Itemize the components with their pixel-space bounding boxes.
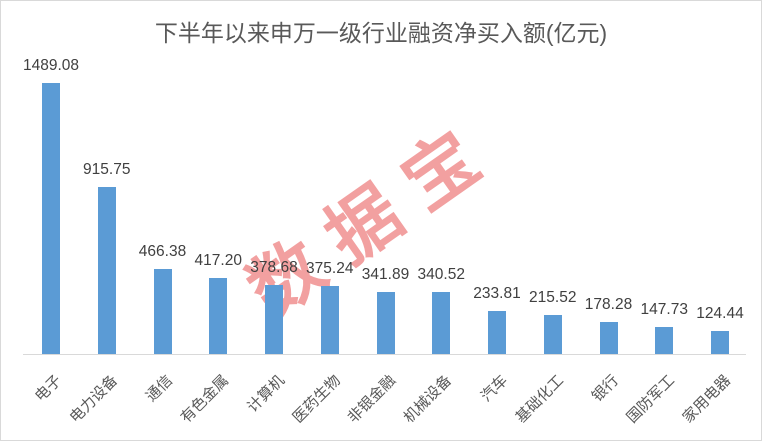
bar-value-label: 915.75 — [83, 161, 131, 178]
bar — [376, 292, 395, 354]
x-axis-label: 国防军工 — [623, 372, 679, 427]
bar — [320, 286, 339, 354]
bar-value-label: 233.81 — [473, 285, 521, 302]
bar — [543, 315, 562, 354]
x-axis-label: 计算机 — [244, 372, 289, 416]
x-axis-label: 电子 — [31, 372, 66, 406]
bar — [209, 278, 228, 354]
bar — [153, 269, 172, 354]
x-axis-line — [23, 354, 746, 355]
bar-value-label: 378.68 — [250, 259, 298, 276]
bar — [97, 187, 116, 354]
bar — [599, 322, 618, 354]
x-axis-label: 医药生物 — [289, 372, 344, 427]
bar-value-label: 147.73 — [640, 301, 688, 318]
bar-value-label: 417.20 — [194, 252, 242, 269]
bar-value-label: 375.24 — [306, 260, 354, 277]
bar — [265, 285, 283, 354]
bar-value-label: 124.44 — [696, 305, 744, 322]
x-axis-label: 非银金融 — [345, 372, 400, 427]
x-axis-label: 通信 — [143, 372, 177, 406]
x-axis-label: 有色金属 — [177, 372, 233, 427]
bar-value-label: 215.52 — [529, 289, 577, 306]
x-axis-label: 家用电器 — [679, 372, 735, 427]
bar — [432, 292, 451, 354]
x-axis-label: 基础化工 — [512, 372, 567, 427]
bar — [711, 331, 729, 354]
bar — [488, 311, 506, 354]
bar — [655, 327, 674, 354]
bar — [42, 83, 60, 354]
x-axis-label: 机械设备 — [400, 372, 456, 427]
x-axis-label: 电力设备 — [66, 372, 121, 427]
bar-value-label: 340.52 — [417, 266, 465, 283]
bar-value-label: 178.28 — [584, 296, 633, 313]
bar-value-label: 466.38 — [138, 243, 187, 260]
bar-value-label: 341.89 — [361, 266, 410, 283]
bar-value-label: 1489.08 — [22, 57, 80, 74]
x-axis-label: 汽车 — [477, 372, 512, 406]
chart-title: 下半年以来申万一级行业融资净买入额(亿元) — [154, 20, 608, 46]
x-axis-label: 银行 — [589, 372, 623, 406]
